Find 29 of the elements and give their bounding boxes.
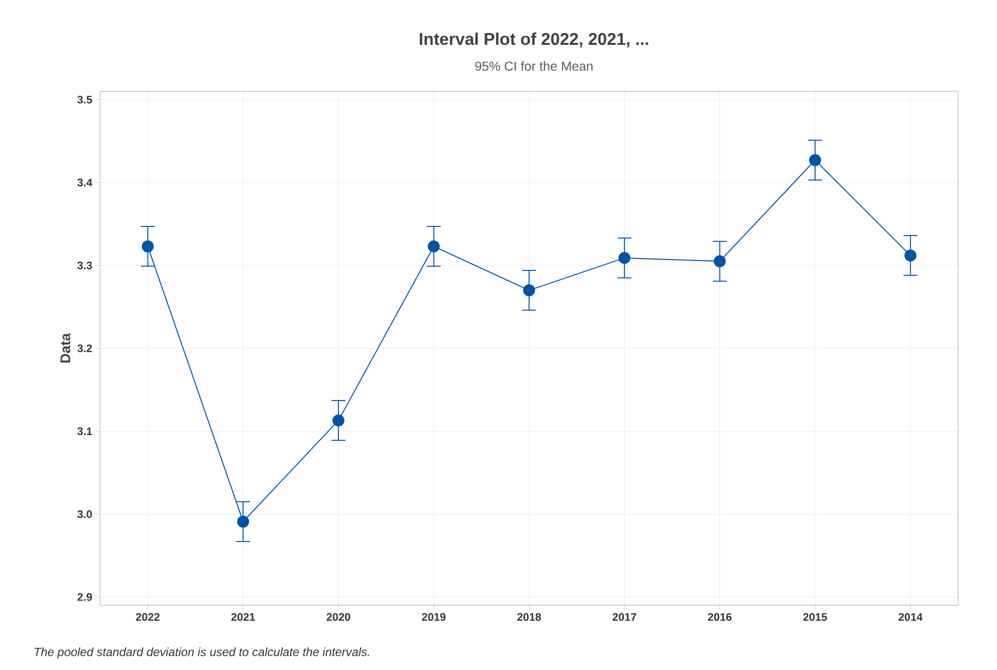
x-tick-label: 2016 (708, 613, 732, 621)
y-tick-label: 3.1 (77, 427, 92, 436)
point (237, 516, 250, 528)
y-tick-label: 3.3 (77, 262, 92, 270)
x-tick-label: 2014 (898, 613, 923, 621)
x-tick-label: 2021 (231, 613, 255, 621)
x-tick-label: 2018 (517, 613, 541, 621)
point (809, 154, 822, 166)
chart-subtitle: 95% CI for the Mean (475, 61, 593, 71)
y-tick-label: 3.5 (77, 96, 92, 104)
y-tick-label: 3.4 (77, 178, 92, 186)
x-tick-label: 2020 (326, 613, 350, 621)
point (904, 249, 916, 262)
point (523, 284, 536, 296)
text: The pooled standard deviation is used to calculate the intervals. (34, 647, 369, 659)
y-axis-title: Data (60, 333, 70, 362)
point (332, 414, 344, 426)
x-tick-label: 2022 (136, 613, 160, 621)
point (428, 240, 440, 252)
x-tick-label: 2017 (612, 613, 636, 621)
y-tick-label: 3.0 (77, 510, 92, 518)
y-tick-label: 3.2 (77, 344, 92, 352)
y-tick-label: 2.9 (77, 593, 92, 601)
point (714, 255, 726, 268)
x-tick-label: 2019 (422, 613, 446, 621)
point (142, 240, 154, 252)
point (618, 252, 630, 264)
x-tick-label: 2015 (803, 613, 827, 621)
chart-title: Interval Plot of 2022, 2021, ... (420, 32, 648, 48)
